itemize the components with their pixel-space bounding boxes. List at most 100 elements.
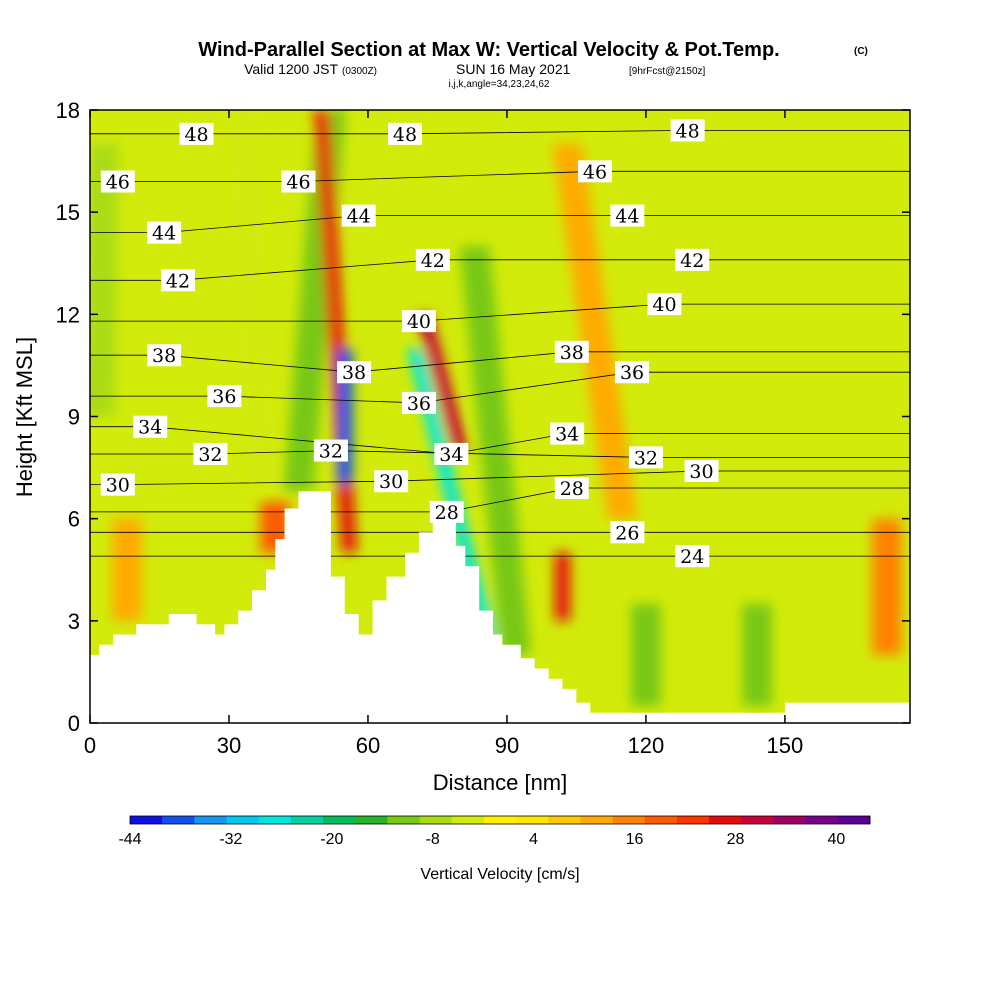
- colorbar-tick-label: 40: [828, 831, 846, 848]
- isentrope-label: 38: [342, 362, 366, 384]
- velocity-band-1: [228, 110, 277, 485]
- isentrope-label-box: [628, 446, 663, 469]
- isentrope-label-box: [429, 500, 464, 523]
- isentrope-28: [90, 487, 910, 513]
- isentrope-40: [90, 303, 910, 322]
- isentrope-label-box: [388, 122, 423, 145]
- x-tick-label: 60: [356, 733, 380, 758]
- isentrope-label: 28: [435, 502, 459, 524]
- isentrope-label-box: [313, 439, 348, 462]
- isentrope-label-box: [675, 545, 710, 568]
- isentrope-label-box: [147, 221, 182, 244]
- isentrope-label-box: [207, 385, 242, 408]
- colorbar-swatch: [419, 816, 453, 824]
- isentrope-label-box: [193, 442, 228, 465]
- colorbar-swatch: [837, 816, 871, 824]
- colorbar-tick-label: 16: [626, 831, 644, 848]
- velocity-band-6: [416, 314, 468, 451]
- velocity-band-11: [631, 603, 661, 706]
- isentrope-label-box: [401, 391, 436, 414]
- isentrope-label-box: [415, 248, 450, 271]
- title-block: Wind-Parallel Section at Max W: Vertical…: [198, 39, 868, 90]
- velocity-field: [90, 110, 902, 706]
- x-tick-label: 120: [628, 733, 665, 758]
- isentrope-label-box: [670, 119, 705, 142]
- y-tick-label: 12: [56, 302, 80, 327]
- colorbar-swatch: [516, 816, 549, 824]
- colorbar-swatch: [483, 816, 517, 824]
- colorbar-swatch: [290, 816, 324, 824]
- isentrope-label: 44: [347, 206, 371, 228]
- isentrope-label: 30: [106, 475, 130, 497]
- isentrope-label: 32: [319, 441, 343, 463]
- isentrope-label-box: [179, 122, 214, 145]
- isentrope-label: 38: [560, 342, 584, 364]
- velocity-band-9: [552, 144, 638, 519]
- x-axis: 0 30 60 90 120 150: [84, 110, 803, 758]
- y-axis-title: Height [Kft MSL]: [12, 337, 37, 497]
- isentrope-label: 46: [106, 172, 130, 194]
- isentrope-label: 46: [286, 172, 310, 194]
- isentrope-label: 32: [198, 444, 222, 466]
- colorbar-swatch: [355, 816, 388, 824]
- colorbar-swatch: [323, 816, 356, 824]
- isentrope-label: 36: [407, 393, 431, 415]
- isentrope-label-box: [550, 422, 585, 445]
- colorbar-swatch: [548, 816, 581, 824]
- isentrope-label: 44: [615, 206, 639, 228]
- x-tick-label: 150: [767, 733, 804, 758]
- copyright-mark: (C): [854, 46, 868, 57]
- isentrope-label: 42: [421, 250, 445, 272]
- isentrope-label-box: [675, 248, 710, 271]
- isentrope-label: 40: [652, 294, 676, 316]
- y-tick-label: 3: [68, 609, 80, 634]
- forecast-info: [9hrFcst@2150z]: [629, 66, 706, 77]
- velocity-band-10: [872, 518, 902, 655]
- isentrope-label: 34: [138, 417, 162, 439]
- colorbar-swatch: [130, 816, 163, 824]
- isentrope-label: 48: [184, 124, 208, 146]
- colorbar-tick-label: -44: [118, 831, 141, 848]
- isentrope-label: 32: [634, 447, 658, 469]
- colorbar-swatch: [612, 816, 646, 824]
- valid-time: Valid 1200 JST: [244, 61, 338, 77]
- isentrope-label: 30: [379, 471, 403, 493]
- isentrope-label: 48: [393, 124, 417, 146]
- isentrope-label-box: [281, 170, 316, 193]
- grid-indices: i,j,k,angle=34,23,24,62: [449, 79, 550, 90]
- isentrope-label: 42: [166, 270, 190, 292]
- isentrope-label: 42: [680, 250, 704, 272]
- isentrope-label-box: [161, 269, 196, 292]
- velocity-band-7: [555, 552, 570, 621]
- terrain: [90, 491, 910, 723]
- isentrope-label: 34: [439, 444, 463, 466]
- isentrope-label-box: [133, 415, 168, 438]
- colorbar-frame: [129, 815, 871, 825]
- isentrope-label: 36: [620, 362, 644, 384]
- valid-date: SUN 16 May 2021: [456, 61, 571, 77]
- x-axis-title: Distance [nm]: [433, 770, 568, 795]
- isentrope-label-box: [610, 204, 645, 227]
- colorbar-swatch: [741, 816, 774, 824]
- isentrope-label: 38: [152, 345, 176, 367]
- isentrope-label: 28: [560, 478, 584, 500]
- x-tick-label: 0: [84, 733, 96, 758]
- valid-time-z: (0300Z): [342, 66, 377, 77]
- isentrope-label-box: [554, 477, 589, 500]
- isentrope-label-box: [684, 459, 719, 482]
- isentrope-label: 36: [212, 386, 236, 408]
- colorbar-swatch: [580, 816, 614, 824]
- x-tick-label: 90: [495, 733, 519, 758]
- colorbar-swatch: [773, 816, 807, 824]
- velocity-band-13: [112, 518, 142, 621]
- isentrope-label: 24: [680, 546, 704, 568]
- colorbar-swatch: [162, 816, 195, 824]
- y-tick-label: 15: [56, 200, 80, 225]
- colorbar-tick-label: -32: [219, 831, 242, 848]
- colorbar-swatch: [387, 816, 421, 824]
- velocity-band-5: [406, 348, 496, 638]
